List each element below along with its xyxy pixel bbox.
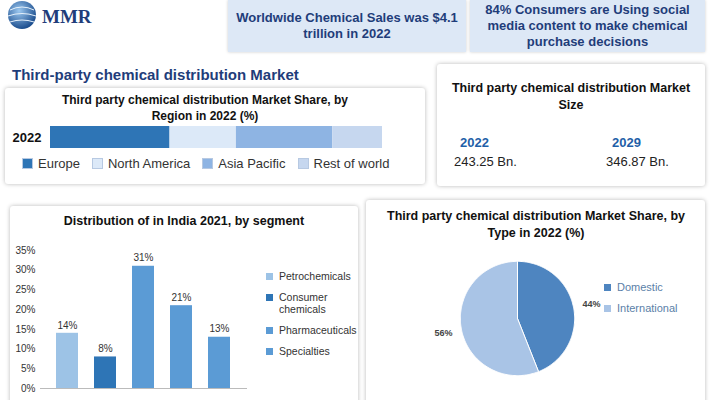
html-text:2022: 2022	[460, 135, 489, 150]
svg-text:25%: 25%	[15, 284, 35, 295]
html-text:243.25 Bn.: 243.25 Bn.	[454, 154, 517, 169]
html-text:Third party chemical distribut: Third party chemical distribution Market…	[387, 209, 685, 240]
html-text:Europe: Europe	[38, 156, 80, 171]
html-text:MMR: MMR	[42, 6, 92, 27]
html-text:346.87 Bn.: 346.87 Bn.	[606, 154, 669, 169]
svg-text:5%: 5%	[21, 363, 36, 374]
html-text:Third-party chemical distribut: Third-party chemical distribution Market	[12, 66, 299, 83]
svg-text:30%: 30%	[15, 264, 35, 275]
svg-text:20%: 20%	[15, 304, 35, 315]
html-text:Third party chemical distribut: Third party chemical distribution Market…	[451, 81, 691, 112]
html-text:Domestic: Domestic	[617, 281, 663, 293]
svg-text:15%: 15%	[15, 324, 35, 335]
svg-text:0%: 0%	[21, 383, 36, 394]
svg-text:44%: 44%	[583, 299, 601, 309]
html-text:Rest of world: Rest of world	[313, 156, 390, 171]
svg-text:31%: 31%	[133, 252, 153, 263]
html-text:Petrochemicals: Petrochemicals	[279, 270, 351, 282]
html-text:Worldwide Chemical Sales was $: Worldwide Chemical Sales was $4.1 trilli…	[236, 9, 458, 41]
svg-text:10%: 10%	[15, 343, 35, 354]
svg-text:14%: 14%	[57, 320, 77, 331]
svg-text:21%: 21%	[171, 292, 191, 303]
html-text:84% Consumers are Using social: 84% Consumers are Using social media con…	[485, 1, 690, 50]
html-text:Third party chemical distribut: Third party chemical distribution Market…	[62, 93, 348, 124]
html-text:Asia Pacific: Asia Pacific	[218, 156, 286, 171]
svg-text:8%: 8%	[98, 343, 113, 354]
html-text:2029: 2029	[612, 135, 641, 150]
html-text:Specialties: Specialties	[279, 345, 330, 357]
svg-text:35%: 35%	[15, 245, 35, 256]
svg-text:2022: 2022	[13, 130, 42, 145]
svg-text:13%: 13%	[209, 323, 229, 334]
html-text:International: International	[617, 302, 678, 314]
html-text:North America: North America	[107, 156, 191, 171]
svg-text:56%: 56%	[434, 328, 452, 338]
html-text:Distribution of in India 2021,: Distribution of in India 2021, by segmen…	[63, 214, 305, 228]
html-text:Consumer chemicals: Consumer chemicals	[279, 291, 328, 315]
html-text:Pharmaceuticals: Pharmaceuticals	[279, 324, 357, 336]
